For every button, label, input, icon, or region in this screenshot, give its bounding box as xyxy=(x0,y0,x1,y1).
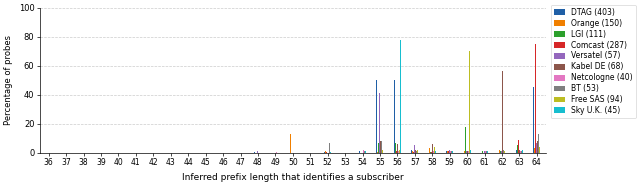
Bar xyxy=(434,151,435,153)
Bar xyxy=(400,40,401,153)
Bar xyxy=(534,148,535,153)
Bar xyxy=(517,145,518,153)
Bar xyxy=(536,142,537,153)
Bar xyxy=(539,147,540,153)
Bar xyxy=(516,151,517,153)
Bar xyxy=(484,151,485,153)
Bar xyxy=(504,151,505,153)
Bar xyxy=(381,141,382,153)
Bar xyxy=(533,87,534,153)
Bar xyxy=(520,151,521,153)
Bar xyxy=(468,150,469,153)
X-axis label: Inferred prefix length that identifies a subscriber: Inferred prefix length that identifies a… xyxy=(182,173,404,182)
Bar xyxy=(499,150,500,153)
Y-axis label: Percentage of probes: Percentage of probes xyxy=(4,35,13,125)
Bar xyxy=(416,151,417,153)
Bar xyxy=(413,152,414,153)
Bar xyxy=(452,151,453,153)
Bar xyxy=(290,134,291,153)
Bar xyxy=(380,141,381,153)
Bar xyxy=(433,151,434,153)
Bar xyxy=(330,152,331,153)
Bar xyxy=(500,151,501,153)
Bar xyxy=(376,80,377,153)
Bar xyxy=(326,152,327,153)
Bar xyxy=(379,151,380,153)
Bar xyxy=(450,150,451,153)
Bar xyxy=(538,134,539,153)
Bar xyxy=(467,151,468,153)
Bar xyxy=(429,148,430,153)
Bar xyxy=(487,151,488,153)
Bar xyxy=(394,80,395,153)
Bar xyxy=(364,151,365,153)
Bar xyxy=(463,151,465,153)
Bar xyxy=(412,151,413,153)
Bar xyxy=(359,151,360,153)
Bar xyxy=(482,152,483,153)
Bar xyxy=(432,144,433,153)
Bar xyxy=(377,152,378,153)
Bar xyxy=(397,144,398,153)
Bar xyxy=(435,151,436,153)
Bar xyxy=(325,151,326,153)
Bar xyxy=(446,151,447,153)
Bar xyxy=(365,151,366,153)
Bar xyxy=(417,150,418,153)
Bar xyxy=(486,151,487,153)
Bar xyxy=(378,142,379,153)
Bar xyxy=(465,127,466,153)
Bar xyxy=(466,151,467,153)
Bar xyxy=(535,145,536,153)
Bar xyxy=(505,150,506,153)
Bar xyxy=(521,151,522,153)
Bar xyxy=(418,151,419,153)
Bar xyxy=(431,151,432,153)
Bar xyxy=(324,152,325,153)
Bar xyxy=(537,141,538,153)
Bar xyxy=(469,51,470,153)
Bar xyxy=(414,145,415,153)
Bar xyxy=(415,151,416,153)
Bar xyxy=(382,150,383,153)
Bar xyxy=(518,140,519,153)
Bar xyxy=(485,151,486,153)
Bar xyxy=(522,150,523,153)
Bar xyxy=(449,150,450,153)
Legend: DTAG (403), Orange (150), LGI (111), Comcast (287), Versatel (57), Kabel DE (68): DTAG (403), Orange (150), LGI (111), Com… xyxy=(550,5,636,118)
Bar xyxy=(501,151,502,153)
Bar xyxy=(519,151,520,153)
Bar xyxy=(447,93,448,153)
Bar xyxy=(430,152,431,153)
Bar xyxy=(399,150,400,153)
Bar xyxy=(329,142,330,153)
Bar xyxy=(396,151,397,153)
Bar xyxy=(257,151,258,153)
Bar xyxy=(448,151,449,153)
Bar xyxy=(451,151,452,153)
Bar xyxy=(398,151,399,153)
Bar xyxy=(395,35,396,153)
